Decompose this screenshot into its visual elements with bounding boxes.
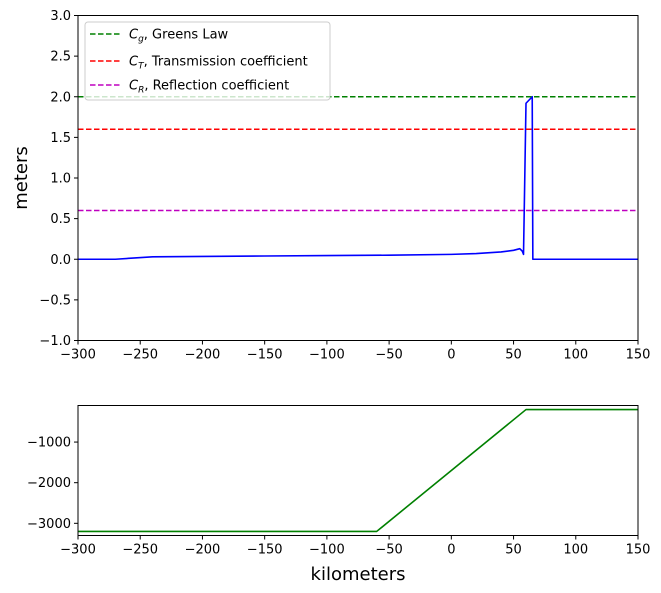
legend-entry-greens-law: Cg, Greens Law [90, 28, 229, 45]
top-xtick-label: 100 [563, 348, 588, 363]
top-ytick-label: 2.0 [50, 90, 71, 105]
top-xtick-label: −150 [247, 348, 283, 363]
bottom-xtick-label: 0 [447, 543, 455, 558]
legend-label-reflection: CR, Reflection coefficient [129, 79, 289, 96]
bottom-xtick-label: −100 [309, 543, 345, 558]
bottom-ytick-label: −3000 [27, 517, 71, 532]
bottom-xtick-label: −250 [122, 543, 158, 558]
legend-entry-reflection: CR, Reflection coefficient [90, 79, 289, 96]
top-xtick-label: −100 [309, 348, 345, 363]
bottom-xtick-label: −150 [247, 543, 283, 558]
bottom-plot-frame [77, 405, 639, 536]
top-ytick-label: 1.5 [50, 131, 71, 146]
bottom-xtick-label: −300 [60, 543, 96, 558]
bottom-ytick-label: −2000 [27, 476, 71, 491]
bottom-xtick-label: 50 [505, 543, 522, 558]
top-plot-frame [77, 15, 639, 341]
top-chart: −300 −250 −200 −150 −100 −50 0 50 100 150 −1.0 −0.5… [11, 9, 650, 363]
top-xtick-label: −200 [185, 348, 221, 363]
top-xtick-label: −300 [60, 348, 96, 363]
top-ytick-label: 0.5 [50, 212, 71, 227]
bottom-xtick-label: 150 [626, 543, 651, 558]
bottom-ticks: −300 −250 −200 −150 −100 −50 0 50 100 150 −3000 −20… [27, 436, 650, 558]
top-xtick-label: 50 [505, 348, 522, 363]
top-ticks: −300 −250 −200 −150 −100 −50 0 50 100 150 −1.0 −0.5… [39, 9, 650, 363]
top-xtick-label: −250 [122, 348, 158, 363]
bottom-chart: −300 −250 −200 −150 −100 −50 0 50 100 150 −3000 −20… [27, 405, 650, 585]
bottom-ytick-label: −1000 [27, 436, 71, 451]
top-xtick-label: 150 [626, 348, 651, 363]
bottom-plot-area [78, 408, 638, 533]
legend-entry-transmission: CT, Transmission coefficient [90, 55, 308, 72]
top-ytick-label: 2.5 [50, 50, 71, 65]
bottom-xtick-label: 100 [563, 543, 588, 558]
bottom-xtick-label: −50 [375, 543, 402, 558]
top-ytick-label: −0.5 [39, 293, 71, 308]
legend-box [84, 21, 331, 101]
bottom-xtick-label: −200 [185, 543, 221, 558]
top-ytick-label: −1.0 [39, 334, 71, 349]
bottom-series-0-line [78, 408, 638, 533]
legend-label-greens-law: Cg, Greens Law [129, 28, 229, 45]
legend-label-transmission: CT, Transmission coefficient [129, 55, 308, 72]
bottom-xlabel: kilometers [311, 564, 406, 585]
top-ytick-label: 0.0 [50, 253, 71, 268]
legend: Cg, Greens Law CT, Transmission coeffici… [84, 21, 331, 101]
top-ylabel: meters [11, 146, 32, 210]
top-ytick-label: 3.0 [50, 9, 71, 24]
top-xtick-label: 0 [447, 348, 455, 363]
top-series-0-line [78, 95, 638, 261]
top-xtick-label: −50 [375, 348, 402, 363]
top-ytick-label: 1.0 [50, 172, 71, 187]
